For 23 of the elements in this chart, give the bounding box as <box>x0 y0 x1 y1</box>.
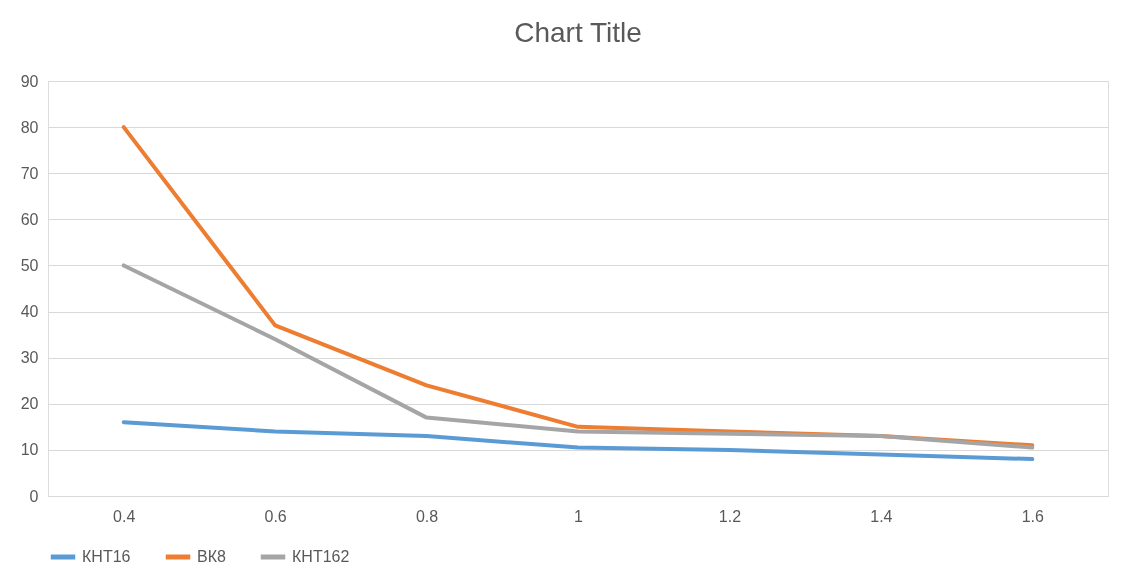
y-tick-label: 0 <box>29 487 39 505</box>
x-tick-label: 1 <box>574 507 584 525</box>
y-tick-label: 30 <box>20 349 39 367</box>
x-tick-label: 1.2 <box>718 507 742 525</box>
x-tick-label: 1.6 <box>1021 507 1044 525</box>
legend-label: ВК8 <box>197 548 226 565</box>
y-tick-label: 40 <box>20 303 39 321</box>
legend-label: КНТ162 <box>292 548 350 565</box>
line-series <box>121 263 1035 450</box>
x-tick-label: 0.4 <box>113 507 136 525</box>
y-tick-label: 20 <box>20 395 39 413</box>
x-tick-label: 0.8 <box>415 507 439 525</box>
chart-title: Chart Title <box>514 17 642 48</box>
y-tick-label: 50 <box>20 256 39 274</box>
x-tick-label: 1.4 <box>870 507 893 525</box>
y-tick-label: 90 <box>20 72 39 90</box>
legend-label: КНТ16 <box>82 548 131 565</box>
x-tick-label: 0.6 <box>264 507 287 525</box>
line-series <box>121 420 1035 462</box>
y-tick-label: 80 <box>20 118 39 136</box>
y-tick-label: 10 <box>20 441 39 459</box>
y-tick-label: 70 <box>20 164 39 182</box>
y-tick-label: 60 <box>20 210 39 228</box>
